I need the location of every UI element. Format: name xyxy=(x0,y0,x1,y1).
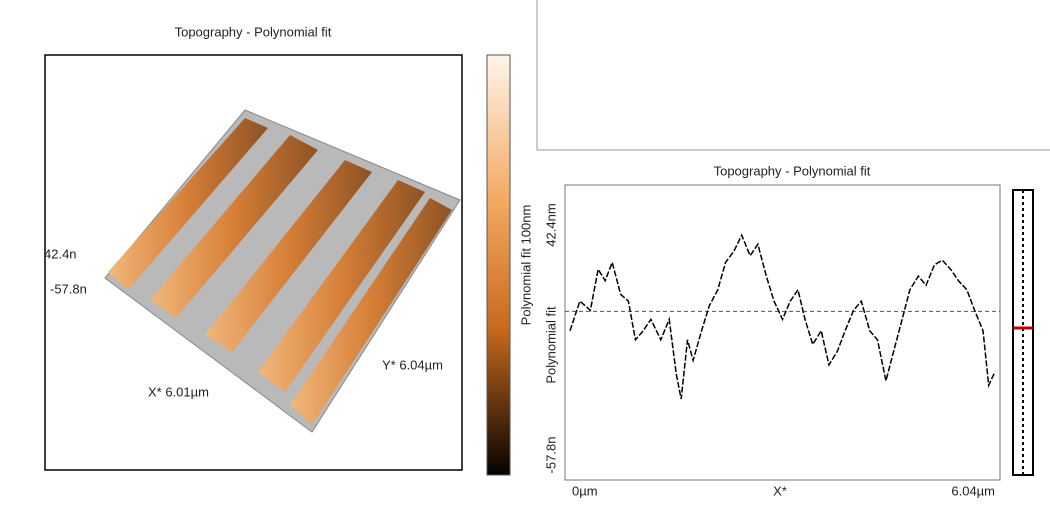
left-title: Topography - Polynomial fit xyxy=(175,24,332,39)
profile-slider[interactable] xyxy=(1012,189,1034,476)
x-mid-label: X* xyxy=(773,483,787,498)
y-axis-label: Polynomial fit xyxy=(543,306,558,384)
y-label: Y* 6.04µm xyxy=(382,357,443,372)
y-top-label: 42.4nm xyxy=(543,203,558,246)
profile-line xyxy=(569,233,996,400)
right-title: Topography - Polynomial fit xyxy=(714,163,871,178)
x-left-label: 0µm xyxy=(572,483,598,498)
x-right-label: 6.04µm xyxy=(951,483,995,498)
x-label: X* 6.01µm xyxy=(148,384,209,399)
plot-frame xyxy=(564,184,1001,481)
colorbar-label: Polynomial fit 100nm xyxy=(518,205,533,326)
z-max-label: 42.4n xyxy=(44,246,77,261)
z-min-label: -57.8n xyxy=(50,281,87,296)
left-frame xyxy=(44,54,463,471)
y-bottom-label: -57.8n xyxy=(543,437,558,474)
colorbar xyxy=(486,54,511,476)
surface-ridges xyxy=(108,118,452,425)
